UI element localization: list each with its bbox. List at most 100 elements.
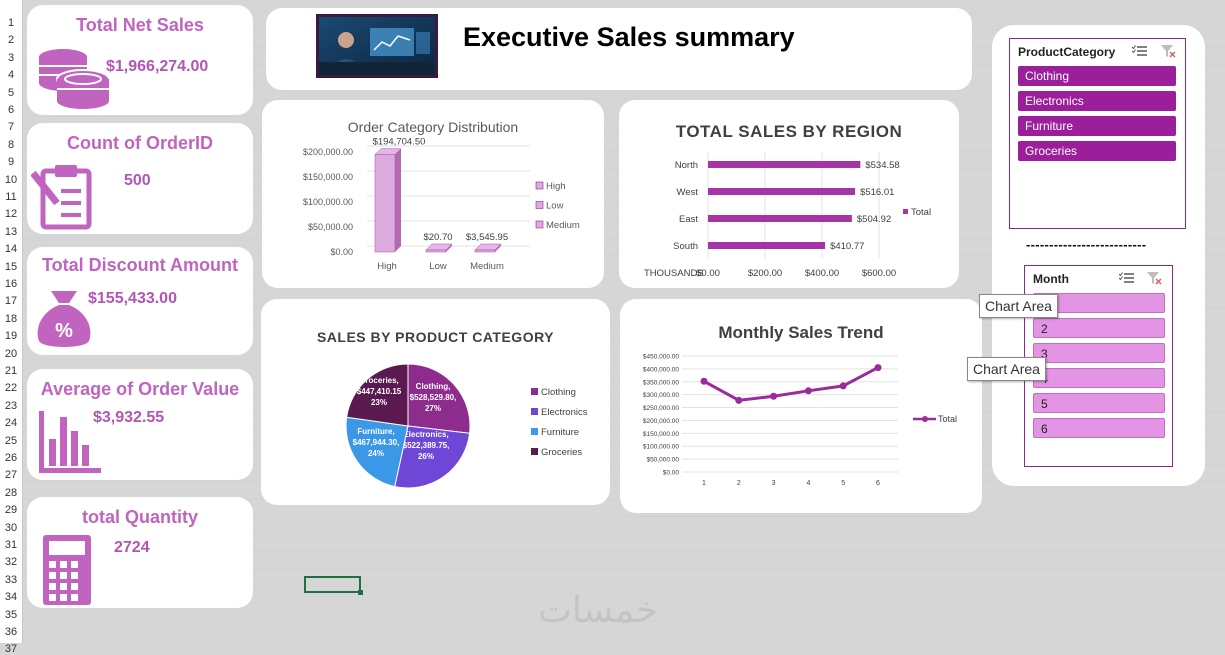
row-number[interactable]: 13 — [4, 225, 18, 238]
legend-swatch — [903, 209, 908, 214]
legend-swatch — [531, 448, 538, 455]
slicer-item-groceries[interactable]: Groceries — [1018, 141, 1176, 161]
x-tick-label: $0.00 — [696, 268, 720, 279]
bar-front — [474, 249, 496, 253]
header-banner: Executive Sales summary — [266, 8, 972, 90]
multi-select-icon[interactable] — [1132, 44, 1148, 58]
x-tick-label: 3 — [772, 480, 776, 487]
product-category-chart[interactable]: SALES BY PRODUCT CATEGORY Clothing, $528,… — [261, 299, 610, 505]
row-number[interactable]: 12 — [4, 208, 18, 221]
legend-label: High — [546, 181, 566, 192]
monthly-trend-chart[interactable]: Monthly Sales Trend $0.00 $50,000.00 $100,… — [620, 299, 982, 513]
kpi-title: Count of OrderID — [67, 133, 213, 153]
slicer-item-furniture[interactable]: Furniture — [1018, 116, 1176, 136]
row-number[interactable]: 10 — [4, 173, 18, 186]
row-number[interactable]: 25 — [4, 434, 18, 447]
pie-slice-groceries — [346, 363, 409, 427]
row-number[interactable]: 32 — [4, 556, 18, 569]
row-number[interactable]: 11 — [5, 191, 17, 203]
y-tick-label: $0.00 — [330, 247, 353, 257]
x-tick-label: 4 — [806, 480, 810, 487]
slice-percent: 23% — [371, 398, 387, 407]
slice-value: $522,389.75, — [403, 441, 450, 450]
kpi-title: total Quantity — [82, 507, 198, 527]
y-tick-label: $150,000.00 — [643, 431, 680, 438]
row-number[interactable]: 18 — [4, 312, 18, 325]
row-number[interactable]: 37 — [4, 643, 18, 655]
row-number[interactable]: 31 — [4, 539, 18, 551]
row-number[interactable]: 21 — [4, 365, 18, 377]
dashboard-photo[interactable] — [316, 14, 438, 78]
slicer-item-month-4[interactable]: 4 — [1033, 368, 1165, 388]
clear-filter-icon[interactable] — [1146, 271, 1162, 285]
y-tick-label: $350,000.00 — [643, 379, 680, 386]
bar-low — [425, 243, 453, 253]
kpi-card-quantity[interactable]: total Quantity 2724 — [27, 497, 253, 608]
bar-medium — [474, 243, 502, 253]
clear-filter-icon[interactable] — [1160, 44, 1176, 58]
row-number[interactable]: 26 — [4, 452, 18, 464]
row-number[interactable]: 5 — [7, 86, 15, 99]
row-number[interactable]: 7 — [7, 121, 15, 134]
slicer-item-month-3[interactable]: 3 — [1033, 343, 1165, 363]
legend-label: Furniture — [541, 427, 579, 438]
row-number[interactable]: 27 — [4, 469, 18, 482]
slicer-item-clothing[interactable]: Clothing — [1018, 66, 1176, 86]
multi-select-icon[interactable] — [1119, 271, 1135, 285]
kpi-card-order-count[interactable]: Count of OrderID 500 — [27, 123, 253, 234]
row-number[interactable]: 20 — [4, 347, 18, 360]
legend-label: Groceries — [541, 447, 582, 458]
selected-cell[interactable] — [304, 576, 361, 593]
row-number[interactable]: 15 — [4, 260, 18, 273]
row-number[interactable]: 14 — [4, 243, 18, 256]
row-number[interactable]: 33 — [4, 573, 18, 586]
calculator-icon — [43, 535, 91, 605]
order-category-chart[interactable]: Order Category Distribution $0.00 $50,000… — [262, 100, 604, 288]
legend-label: Total — [911, 207, 931, 218]
slicer-item-month-6[interactable]: 6 — [1033, 418, 1165, 438]
row-number[interactable]: 8 — [7, 138, 15, 151]
kpi-card-net-sales[interactable]: Total Net Sales $1,966,274.00 — [27, 5, 253, 115]
row-number[interactable]: 36 — [4, 626, 18, 638]
row-number[interactable]: 17 — [4, 295, 18, 308]
row-number[interactable]: 29 — [4, 504, 18, 517]
row-number[interactable]: 3 — [7, 51, 15, 64]
row-number[interactable]: 28 — [4, 486, 18, 499]
row-number[interactable]: 35 — [4, 608, 18, 621]
kpi-card-discount[interactable]: Total Discount Amount % $155,433.00 — [27, 247, 253, 355]
row-number[interactable]: 24 — [4, 417, 18, 430]
row-number[interactable]: 9 — [7, 156, 15, 169]
region-sales-chart[interactable]: TOTAL SALES BY REGION $0.00 $200.00 $400.0… — [619, 100, 959, 288]
slice-label: Groceries, — [359, 376, 399, 385]
row-number[interactable]: 19 — [4, 330, 18, 343]
row-header-column: 1 2 3 4 5 6 7 8 9 10 11 12 13 14 15 16 17 18 19 20 21 22 23 24 2… — [0, 0, 23, 655]
slice-value: $447,410.15 — [357, 387, 402, 396]
trend-point — [770, 392, 778, 400]
fill-handle[interactable] — [358, 590, 363, 595]
row-number[interactable]: 23 — [4, 399, 18, 412]
kpi-card-avg-order[interactable]: Average of Order Value $3,932.55 — [27, 369, 253, 480]
row-number[interactable]: 16 — [4, 278, 18, 290]
slicer-item-electronics[interactable]: Electronics — [1018, 91, 1176, 111]
kpi-value: 500 — [124, 172, 151, 189]
row-number[interactable]: 4 — [7, 69, 15, 82]
row-number[interactable]: 6 — [7, 104, 15, 116]
bar-front — [425, 249, 447, 253]
row-number[interactable]: 34 — [4, 591, 18, 604]
row-number[interactable]: 1 — [7, 17, 15, 29]
row-number[interactable]: 22 — [4, 382, 18, 395]
legend-swatch — [531, 428, 538, 435]
slicer-item-month-2[interactable]: 2 — [1033, 318, 1165, 338]
slicer-header: Month — [1033, 272, 1069, 286]
x-tick-label: Medium — [470, 261, 504, 272]
slicer-item-month-5[interactable]: 5 — [1033, 393, 1165, 413]
product-category-slicer[interactable]: ProductCategory Clothing Electronics Fur… — [1009, 38, 1186, 229]
separator-line: -------------------------- — [1026, 237, 1147, 252]
row-number[interactable]: 30 — [4, 521, 18, 534]
legend-swatch — [531, 408, 538, 415]
data-label: $504.92 — [857, 214, 891, 225]
kpi-value: 2724 — [114, 539, 150, 556]
slice-percent: 27% — [425, 404, 441, 413]
legend-swatch — [535, 220, 544, 229]
row-number[interactable]: 2 — [7, 34, 15, 47]
